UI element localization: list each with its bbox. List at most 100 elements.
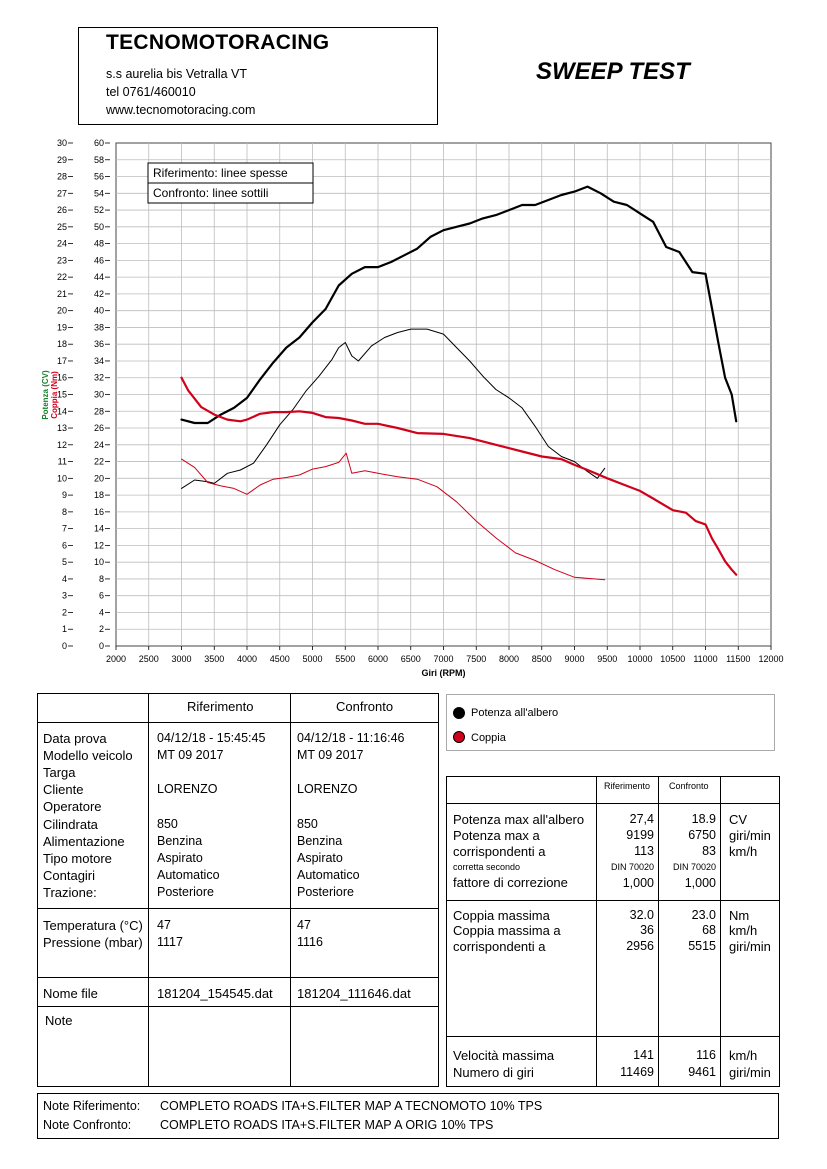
torque-legend-label: Coppia [471,732,506,744]
info-value-riferimento: Aspirato [157,851,203,865]
torque-tick-label: 28 [94,406,104,416]
info-value-confronto: Benzina [297,834,343,848]
info-value-riferimento: MT 09 2017 [157,748,224,762]
note-riferimento-label: Note Riferimento: [43,1099,141,1113]
power-tick-label: 0 [62,641,67,651]
x-tick-label: 2500 [139,654,159,664]
info-value-confronto: 04/12/18 - 11:16:46 [297,731,405,745]
info-label: Trazione: [43,885,97,900]
run-legend-confronto: Confronto: linee sottili [153,186,268,200]
result-riferimento: 113 [634,844,654,858]
torque-legend-marker [453,731,465,743]
x-tick-label: 6000 [368,654,388,664]
result-confronto: 116 [696,1048,716,1062]
x-tick-label: 12000 [758,654,783,664]
temperature-label: Temperatura (°C) [43,918,143,933]
company-phone: tel 0761/460010 [106,85,196,99]
torque-tick-label: 36 [94,339,104,349]
table-header-confronto: Confronto [336,699,394,714]
result-riferimento: 36 [640,923,654,937]
x-tick-label: 9000 [564,654,584,664]
power-tick-label: 13 [57,423,67,433]
result-unit: giri/min [729,1065,771,1080]
x-tick-label: 6500 [401,654,421,664]
corretta-confronto: DIN 70020 [672,862,716,872]
x-tick-label: 4500 [270,654,290,664]
result-label: Potenza max a [453,828,540,843]
temperature-confronto: 47 [297,918,311,932]
power-tick-label: 17 [57,356,67,366]
fattore-riferimento: 1,000 [622,876,654,890]
info-label: Tipo motore [43,851,112,866]
info-label: Data prova [43,731,107,746]
torque-tick-label: 12 [94,540,104,550]
torque-tick-label: 46 [94,255,104,265]
result-label: Coppia massima a [453,923,561,938]
power-curve-riferimento [180,185,738,425]
power-tick-label: 23 [57,255,67,265]
power-tick-label: 8 [62,507,67,517]
result-confronto: 9461 [688,1065,716,1079]
temperature-riferimento: 47 [157,918,171,932]
torque-tick-label: 58 [94,155,104,165]
result-confronto: 5515 [688,939,716,953]
result-confronto: 68 [702,923,716,937]
x-tick-label: 2000 [106,654,126,664]
torque-tick-label: 30 [94,390,104,400]
header-box [78,27,438,125]
result-riferimento: 9199 [626,828,654,842]
power-tick-label: 3 [62,591,67,601]
pressure-riferimento: 1117 [157,935,183,949]
info-value-confronto: Automatico [297,868,360,882]
info-value-riferimento: LORENZO [157,782,218,796]
legend-box [446,694,775,751]
x-tick-label: 3000 [171,654,191,664]
test-info-table [37,693,439,1087]
x-tick-label: 11500 [726,654,750,664]
page-title: SWEEP TEST [536,58,690,85]
x-axis-title: Giri (RPM) [422,668,466,678]
power-tick-label: 25 [57,222,67,232]
power-legend-marker [453,707,465,719]
x-tick-label: 3500 [204,654,224,664]
power-legend-label: Potenza all'albero [471,707,559,719]
info-value-confronto: LORENZO [297,782,358,796]
result-confronto: 23.0 [691,908,716,922]
pressure-label: Pressione (mbar) [43,935,143,950]
result-unit: Nm [729,908,750,923]
power-tick-label: 30 [57,138,67,148]
power-tick-label: 27 [57,188,67,198]
company-address: s.s aurelia bis Vetralla VT [106,67,248,81]
torque-tick-label: 24 [94,440,104,450]
power-tick-label: 9 [62,490,67,500]
torque-tick-label: 34 [94,356,104,366]
file-confronto: 181204_111646.dat [297,986,411,1001]
torque-tick-label: 16 [94,507,104,517]
results-table [446,776,780,1087]
torque-tick-label: 54 [94,188,104,198]
power-tick-label: 15 [57,390,67,400]
file-riferimento: 181204_154545.dat [157,986,273,1001]
power-tick-label: 28 [57,172,67,182]
power-tick-label: 19 [57,322,67,332]
notes-box [37,1093,779,1139]
info-value-confronto: Posteriore [297,885,354,899]
results-header-confronto: Confronto [669,781,709,791]
note-riferimento-text: COMPLETO ROADS ITA+S.FILTER MAP A TECNOM… [160,1099,543,1113]
result-label: Velocità massima [453,1048,555,1063]
torque-tick-label: 50 [94,222,104,232]
torque-axis-title: Coppia (Nm) [50,371,59,419]
x-tick-label: 9500 [597,654,617,664]
result-confronto: 18.9 [691,812,716,826]
company-name: TECNOMOTORACING [106,31,330,54]
result-label: corrispondenti a [453,939,546,954]
power-tick-label: 6 [62,540,67,550]
torque-tick-label: 56 [94,172,104,182]
power-tick-label: 18 [57,339,67,349]
company-website: www.tecnomotoracing.com [106,103,256,117]
torque-tick-label: 14 [94,524,104,534]
result-label: Coppia massima [453,908,550,923]
power-tick-label: 14 [57,406,67,416]
torque-tick-label: 22 [94,457,104,467]
results-header-riferimento: Riferimento [604,781,651,791]
